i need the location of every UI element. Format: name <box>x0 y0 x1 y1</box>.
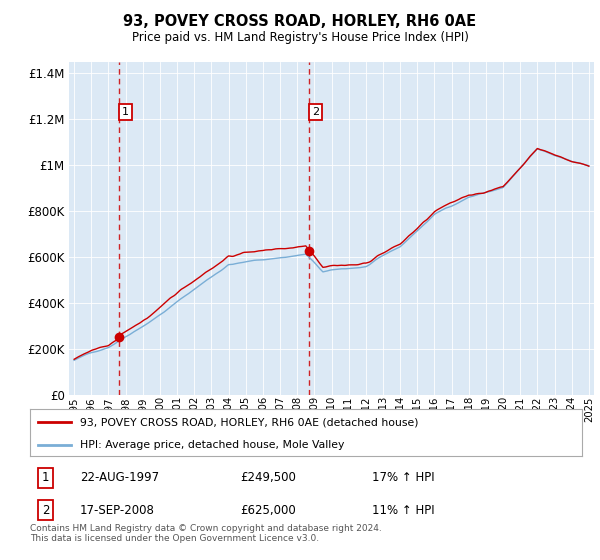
Text: 2: 2 <box>312 107 319 117</box>
Text: £625,000: £625,000 <box>240 503 296 517</box>
Text: HPI: Average price, detached house, Mole Valley: HPI: Average price, detached house, Mole… <box>80 440 344 450</box>
Text: 1: 1 <box>42 472 49 484</box>
Text: 93, POVEY CROSS ROAD, HORLEY, RH6 0AE: 93, POVEY CROSS ROAD, HORLEY, RH6 0AE <box>124 14 476 29</box>
Text: 11% ↑ HPI: 11% ↑ HPI <box>372 503 435 517</box>
Text: 22-AUG-1997: 22-AUG-1997 <box>80 472 159 484</box>
Text: Price paid vs. HM Land Registry's House Price Index (HPI): Price paid vs. HM Land Registry's House … <box>131 31 469 44</box>
Text: 17% ↑ HPI: 17% ↑ HPI <box>372 472 435 484</box>
Text: 17-SEP-2008: 17-SEP-2008 <box>80 503 155 517</box>
Text: 1: 1 <box>122 107 129 117</box>
Text: £249,500: £249,500 <box>240 472 296 484</box>
Text: 2: 2 <box>42 503 49 517</box>
Text: 93, POVEY CROSS ROAD, HORLEY, RH6 0AE (detached house): 93, POVEY CROSS ROAD, HORLEY, RH6 0AE (d… <box>80 417 418 427</box>
Text: Contains HM Land Registry data © Crown copyright and database right 2024.
This d: Contains HM Land Registry data © Crown c… <box>30 524 382 543</box>
